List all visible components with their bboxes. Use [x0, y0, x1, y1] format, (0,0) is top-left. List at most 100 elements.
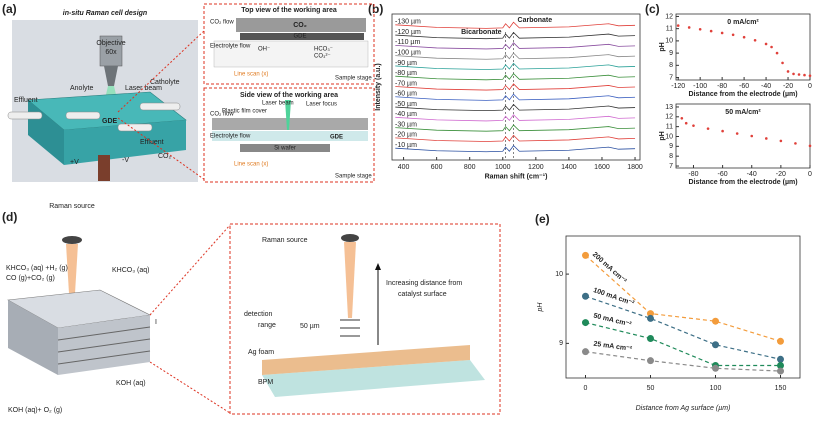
series-line	[395, 93, 636, 101]
point	[803, 73, 806, 77]
x-axis-label: Distance from Ag surface (µm)	[636, 405, 731, 412]
layer-line	[57, 326, 151, 341]
marker	[647, 357, 654, 365]
y-axis-label: pH	[659, 42, 666, 51]
legend-label: -40 µm	[395, 111, 417, 118]
point	[775, 51, 779, 55]
tube	[117, 123, 153, 132]
label: Raman source	[49, 203, 95, 210]
series-line	[395, 52, 636, 60]
point	[680, 116, 684, 120]
point	[753, 38, 757, 42]
marker	[582, 251, 589, 259]
layer-line	[57, 338, 151, 353]
point	[709, 29, 713, 33]
label: Line scan (x)	[234, 72, 268, 78]
tube	[139, 102, 181, 111]
layer-line	[57, 350, 151, 365]
label: Anolyte	[70, 85, 93, 92]
x-tick-label: 800	[464, 164, 476, 171]
label: -V	[122, 157, 129, 164]
source	[62, 236, 82, 244]
point	[808, 144, 812, 148]
series-line	[395, 42, 636, 50]
bpm	[262, 360, 485, 397]
electrolyte-channel	[212, 131, 368, 141]
legend-label: 200 mA cm⁻²	[591, 251, 628, 285]
marker	[777, 362, 784, 370]
x-tick-label: -100	[693, 83, 707, 90]
marker	[712, 341, 719, 349]
label: Objective	[96, 40, 125, 47]
laser	[285, 100, 291, 130]
point	[792, 72, 795, 76]
side-view: Side view of the working area Laser beam…	[203, 87, 375, 183]
zoom-line	[117, 117, 206, 181]
legend-label: -130 µm	[395, 19, 421, 26]
marker	[582, 292, 589, 300]
label: KOH (aq)	[116, 380, 146, 387]
laser-cone	[344, 242, 356, 318]
panel-label: (e)	[535, 212, 550, 226]
chart-title: 0 mA/cm²	[727, 19, 759, 26]
zoom-line	[149, 224, 231, 316]
label: Electrolyte flow	[210, 44, 251, 50]
x-tick-label: 400	[398, 164, 410, 171]
point	[750, 134, 754, 138]
point	[794, 142, 797, 145]
y-tick-label: 12	[665, 13, 673, 20]
series-line	[395, 114, 636, 122]
label: GDE	[330, 135, 343, 141]
y-tick-label: 10	[665, 133, 673, 140]
label: Laser focus	[306, 102, 337, 108]
y-tick-label: 11	[666, 26, 673, 33]
panel-label: (b)	[368, 2, 383, 16]
label: GDE	[102, 118, 118, 125]
label: range	[258, 322, 276, 329]
x-tick-label: 150	[775, 385, 787, 392]
x-axis-label: Distance from the electrode (µm)	[688, 91, 797, 98]
label: CO₂ flow	[210, 112, 234, 118]
annotation: Bicarbonate	[461, 29, 502, 36]
cell-title: in-situ Raman cell design	[63, 10, 147, 17]
point	[692, 124, 695, 127]
label: CO₂	[158, 153, 172, 160]
legend-label: -60 µm	[395, 91, 417, 98]
point	[706, 127, 710, 130]
x-tick-label: 1800	[627, 164, 643, 171]
y-axis-label: pH	[537, 302, 544, 313]
legend-label: 50 mA cm⁻²	[593, 312, 633, 328]
point	[765, 137, 768, 140]
legend-label: -100 µm	[395, 49, 421, 56]
x-tick-label: -20	[776, 171, 786, 178]
co2-channel	[212, 118, 368, 130]
point	[770, 45, 773, 49]
series-line	[395, 21, 636, 29]
point	[742, 35, 746, 39]
point	[735, 132, 739, 135]
zoom-schematic: Raman source detection range 50 µm Incre…	[229, 223, 501, 415]
x-tick-label: -120	[671, 83, 685, 90]
view-title: Top view of the working area	[241, 7, 337, 14]
x-tick-label: 0	[808, 83, 812, 90]
objective-tip	[104, 66, 118, 86]
wafer	[240, 144, 330, 152]
label: Plastic film cover	[222, 109, 267, 115]
arrow-head	[375, 263, 381, 270]
tube	[65, 111, 101, 120]
x-tick-label: -80	[688, 171, 698, 178]
label: Ag foam	[248, 349, 274, 356]
label: detection	[244, 311, 273, 318]
x-tick-label: -40	[761, 83, 771, 90]
source	[341, 234, 359, 242]
marker	[582, 319, 589, 327]
series-line	[395, 103, 636, 112]
frame	[229, 223, 501, 415]
y-tick-label: 9	[559, 340, 563, 347]
label: Laser beam	[125, 85, 162, 92]
label: KOH (aq)+ O₂ (g)	[8, 407, 62, 414]
point	[797, 73, 801, 76]
co2-channel	[236, 18, 366, 32]
series-line	[585, 254, 781, 342]
